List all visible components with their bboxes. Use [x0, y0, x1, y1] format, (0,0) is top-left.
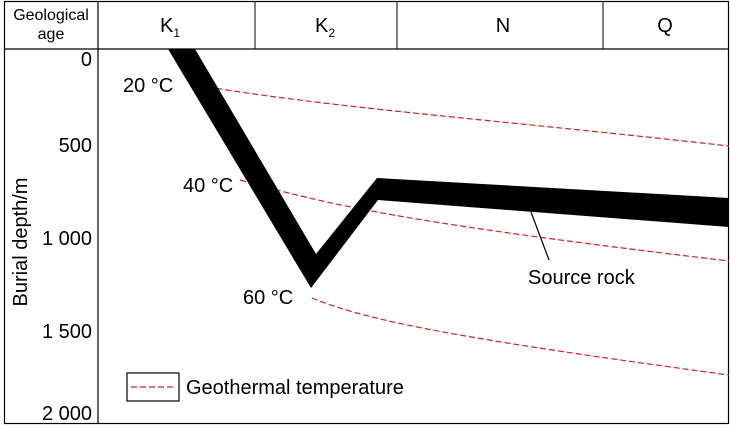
y-axis-title: Burial depth/m	[10, 178, 32, 307]
header-corner-line1: Geological	[13, 7, 89, 24]
y-tick-label: 2 000	[42, 403, 92, 425]
isotherm-label-20: 20 °C	[123, 75, 173, 97]
header-corner-line2: age	[38, 26, 65, 43]
isotherm-60	[311, 297, 730, 376]
period-label-n: N	[496, 15, 510, 37]
source-rock-leader-line	[530, 211, 550, 261]
source-rock-burial-curve	[168, 49, 729, 288]
isotherm-label-60: 60 °C	[243, 287, 293, 309]
legend-label: Geothermal temperature	[186, 377, 404, 399]
y-tick-label: 1 500	[42, 321, 92, 343]
period-label-k1: K1	[160, 15, 180, 40]
isotherm-20	[189, 83, 730, 147]
period-label-k2: K2	[315, 15, 335, 40]
period-label-q: Q	[657, 15, 673, 37]
isotherm-label-40: 40 °C	[183, 175, 233, 197]
y-tick-label: 500	[59, 135, 92, 157]
y-tick-label: 0	[81, 49, 92, 71]
y-tick-label: 1 000	[42, 228, 92, 250]
source-rock-label: Source rock	[528, 267, 636, 289]
legend-swatch-box	[126, 372, 180, 402]
